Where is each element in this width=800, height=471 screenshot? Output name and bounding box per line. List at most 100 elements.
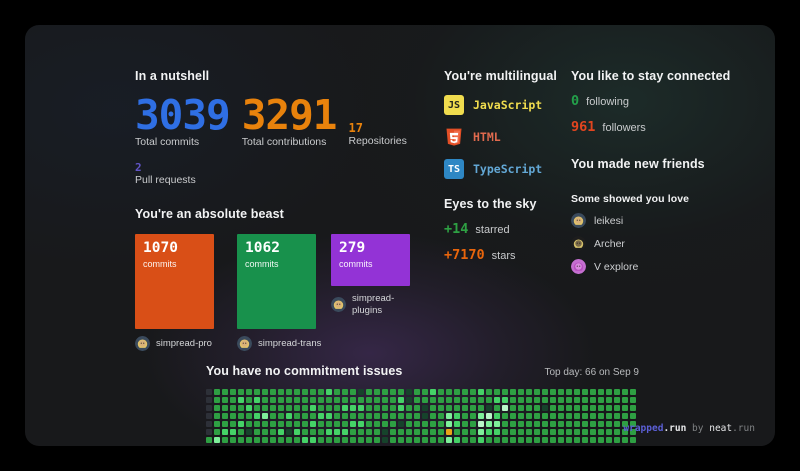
contribution-cell[interactable]	[422, 397, 428, 403]
contribution-cell[interactable]	[286, 413, 292, 419]
contribution-cell[interactable]	[502, 413, 508, 419]
contribution-cell[interactable]	[302, 429, 308, 435]
footer-credit[interactable]: wrapped.run by neat.run	[623, 423, 755, 434]
contribution-cell[interactable]	[342, 389, 348, 395]
contribution-cell[interactable]	[214, 421, 220, 427]
contribution-cell[interactable]	[534, 389, 540, 395]
contribution-cell[interactable]	[478, 421, 484, 427]
contribution-cell[interactable]	[390, 397, 396, 403]
contribution-cell[interactable]	[614, 405, 620, 411]
contribution-cell[interactable]	[630, 421, 636, 427]
contribution-cell[interactable]	[414, 437, 420, 443]
contribution-cell[interactable]	[254, 389, 260, 395]
contribution-cell[interactable]	[486, 429, 492, 435]
contribution-cell[interactable]	[398, 389, 404, 395]
contribution-cell[interactable]	[430, 413, 436, 419]
contribution-cell[interactable]	[382, 397, 388, 403]
contribution-cell[interactable]	[350, 437, 356, 443]
contribution-cell[interactable]	[278, 397, 284, 403]
repo-bar-item[interactable]: 1062 commits simpread-trans	[237, 234, 329, 351]
contribution-cell[interactable]	[374, 405, 380, 411]
contribution-cell[interactable]	[294, 405, 300, 411]
contribution-cell[interactable]	[502, 405, 508, 411]
contribution-cell[interactable]	[502, 429, 508, 435]
contribution-cell[interactable]	[510, 405, 516, 411]
contribution-cell[interactable]	[582, 389, 588, 395]
contribution-cell[interactable]	[222, 437, 228, 443]
language-item[interactable]: TS TypeScript	[444, 159, 564, 179]
contribution-cell[interactable]	[310, 437, 316, 443]
contribution-cell[interactable]	[222, 389, 228, 395]
contribution-cell[interactable]	[622, 437, 628, 443]
contribution-cell[interactable]	[430, 421, 436, 427]
contribution-cell[interactable]	[374, 421, 380, 427]
contribution-cell[interactable]	[254, 413, 260, 419]
contribution-cell[interactable]	[590, 429, 596, 435]
contribution-cell[interactable]	[598, 437, 604, 443]
contribution-cell[interactable]	[494, 437, 500, 443]
contribution-cell[interactable]	[406, 429, 412, 435]
contribution-cell[interactable]	[422, 389, 428, 395]
contribution-cell[interactable]	[270, 405, 276, 411]
contribution-cell[interactable]	[342, 405, 348, 411]
contribution-cell[interactable]	[246, 397, 252, 403]
contribution-cell[interactable]	[286, 421, 292, 427]
contribution-cell[interactable]	[582, 413, 588, 419]
contribution-cell[interactable]	[630, 437, 636, 443]
contribution-cell[interactable]	[318, 405, 324, 411]
contribution-cell[interactable]	[462, 421, 468, 427]
contribution-cell[interactable]	[518, 421, 524, 427]
contribution-cell[interactable]	[238, 421, 244, 427]
contribution-cell[interactable]	[590, 405, 596, 411]
contribution-cell[interactable]	[574, 405, 580, 411]
contribution-cell[interactable]	[550, 413, 556, 419]
contribution-cell[interactable]	[334, 397, 340, 403]
contribution-cell[interactable]	[374, 429, 380, 435]
contribution-cell[interactable]	[214, 413, 220, 419]
contribution-cell[interactable]	[542, 405, 548, 411]
contribution-cell[interactable]	[510, 437, 516, 443]
contribution-cell[interactable]	[246, 389, 252, 395]
contribution-cell[interactable]	[558, 397, 564, 403]
contribution-cell[interactable]	[606, 421, 612, 427]
contribution-cell[interactable]	[526, 389, 532, 395]
contribution-cell[interactable]	[414, 389, 420, 395]
contribution-cell[interactable]	[454, 397, 460, 403]
contribution-cell[interactable]	[358, 437, 364, 443]
contribution-cell[interactable]	[310, 421, 316, 427]
contribution-cell[interactable]	[358, 405, 364, 411]
contribution-cell[interactable]	[390, 405, 396, 411]
contribution-cell[interactable]	[518, 397, 524, 403]
contribution-cell[interactable]	[462, 429, 468, 435]
contribution-cell[interactable]	[262, 389, 268, 395]
contribution-cell[interactable]	[550, 429, 556, 435]
contribution-cell[interactable]	[254, 429, 260, 435]
contribution-cell[interactable]	[358, 413, 364, 419]
contribution-cell[interactable]	[574, 437, 580, 443]
contribution-cell[interactable]	[606, 389, 612, 395]
contribution-cell[interactable]	[470, 397, 476, 403]
contribution-cell[interactable]	[542, 429, 548, 435]
contribution-cell[interactable]	[542, 413, 548, 419]
contribution-cell[interactable]	[398, 421, 404, 427]
contribution-cell[interactable]	[342, 437, 348, 443]
contribution-cell[interactable]	[494, 429, 500, 435]
love-list-item[interactable]: leikesi	[571, 213, 751, 228]
contribution-cell[interactable]	[390, 413, 396, 419]
contribution-cell[interactable]	[614, 397, 620, 403]
contribution-cell[interactable]	[566, 437, 572, 443]
contribution-cell[interactable]	[278, 413, 284, 419]
contribution-cell[interactable]	[582, 429, 588, 435]
contribution-cell[interactable]	[430, 437, 436, 443]
contribution-cell[interactable]	[398, 405, 404, 411]
contribution-cell[interactable]	[326, 429, 332, 435]
contribution-cell[interactable]	[230, 397, 236, 403]
contribution-cell[interactable]	[526, 397, 532, 403]
contribution-cell[interactable]	[542, 389, 548, 395]
contribution-cell[interactable]	[374, 413, 380, 419]
contribution-cell[interactable]	[622, 389, 628, 395]
contribution-cell[interactable]	[622, 405, 628, 411]
contribution-cell[interactable]	[358, 389, 364, 395]
contribution-cell[interactable]	[606, 397, 612, 403]
contribution-cell[interactable]	[502, 421, 508, 427]
